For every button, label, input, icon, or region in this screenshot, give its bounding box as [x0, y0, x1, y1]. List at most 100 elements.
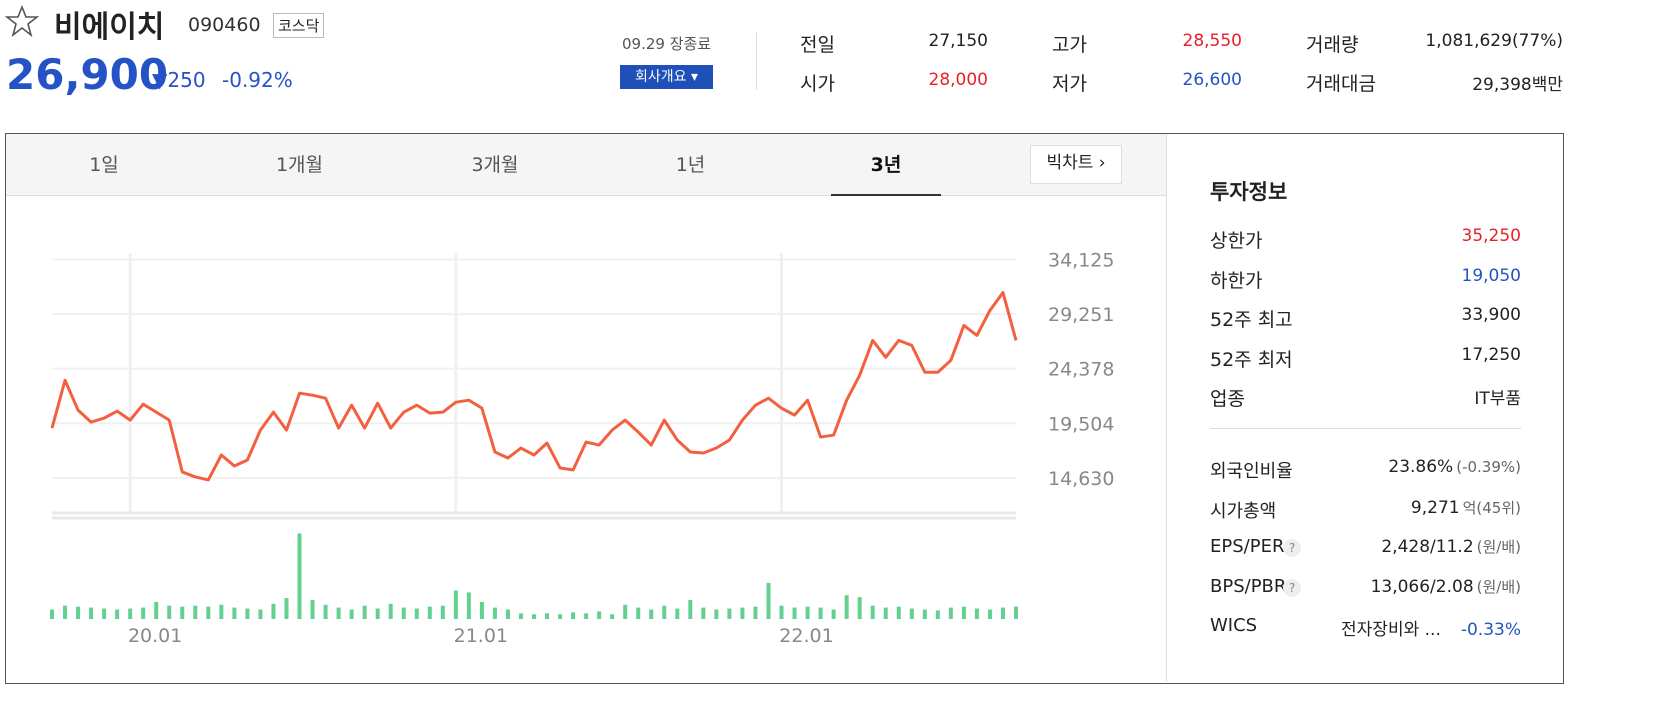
- tab: 1일: [89, 154, 119, 176]
- y-tick-label: 24,378: [1048, 359, 1114, 381]
- volume-bar: [896, 606, 901, 619]
- volume-bar: [662, 605, 667, 619]
- volume-bar: [206, 606, 211, 619]
- volume-bar: [297, 533, 302, 619]
- quote-label: 시가: [800, 73, 835, 95]
- volume-bar: [571, 612, 576, 619]
- invest-value-group: 9,271 억(45위): [1411, 497, 1521, 518]
- tab: 1년: [675, 154, 706, 176]
- volume-bar: [141, 607, 146, 619]
- volume-bar: [753, 606, 758, 619]
- volume-bar: [974, 608, 979, 619]
- volume-bar: [349, 609, 354, 619]
- quote-value: 26,600: [1182, 70, 1242, 90]
- change: ▼250: [152, 68, 206, 92]
- volume-bar: [89, 607, 94, 619]
- volume-bar: [427, 606, 432, 619]
- invest-value: 33,900: [1461, 305, 1521, 325]
- volume-bar: [466, 592, 471, 619]
- volume-bar: [518, 613, 523, 619]
- volume-bar: [740, 607, 745, 619]
- quote-label: 고가: [1052, 34, 1087, 56]
- volume-bar: [714, 609, 719, 619]
- divider: [756, 32, 757, 90]
- volume-bar: [922, 609, 927, 619]
- volume-bar: [492, 607, 497, 619]
- volume-bar: [961, 606, 966, 619]
- chart-box: [5, 133, 1564, 684]
- volume-bar: [675, 608, 680, 619]
- y-tick-label: 34,125: [1048, 249, 1114, 271]
- price: 26,900: [6, 50, 169, 99]
- volume-bar: [623, 604, 628, 619]
- volume-bar: [401, 607, 406, 619]
- volume-bar: [154, 601, 159, 619]
- volume-bar: [636, 607, 641, 619]
- invest-label: BPS/PBR: [1210, 575, 1287, 597]
- big-chart-label: 빅차트: [1046, 153, 1094, 173]
- volume-bar: [323, 604, 328, 619]
- help-icon: ?: [1283, 578, 1301, 597]
- volume-bar: [1000, 607, 1005, 619]
- date: 09.29 장종료: [622, 35, 712, 53]
- volume-bar: [232, 607, 237, 619]
- tab: 1개월: [275, 154, 324, 176]
- volume-bar: [180, 606, 185, 619]
- volume-bar: [63, 605, 68, 619]
- volume-bar: [102, 608, 107, 619]
- company-button-label: 회사개요: [634, 69, 687, 85]
- price-line: [50, 291, 1018, 482]
- volume-bar: [76, 606, 81, 619]
- invest-label: 외국인비율: [1210, 461, 1293, 482]
- invest-label: 업종: [1210, 388, 1245, 410]
- volume-bar: [479, 601, 484, 619]
- quote-value: 1,081,629(77%): [1425, 31, 1563, 51]
- volume-bar: [271, 603, 276, 619]
- volume-bar: [844, 595, 849, 619]
- quote-label: 저가: [1052, 73, 1087, 95]
- panel-divider: [1166, 134, 1167, 682]
- volume-bar: [584, 613, 589, 619]
- invest-value: (-0.39%): [1456, 458, 1521, 476]
- volume-bar: [505, 609, 510, 619]
- invest-value: 17,250: [1461, 344, 1521, 365]
- tab: 3개월: [471, 154, 519, 176]
- volume-bar: [857, 597, 862, 619]
- tab-underline: [831, 194, 941, 196]
- volume-bar: [545, 613, 550, 619]
- invest-value-group: 13,066/2.08 (원/배): [1371, 576, 1521, 597]
- invest-label: 52주 최고: [1210, 309, 1293, 331]
- volume-bar: [310, 600, 315, 619]
- volume-bar: [115, 609, 120, 619]
- invest-label: 52주 최저: [1210, 348, 1293, 371]
- y-tick-label: 14,630: [1048, 468, 1114, 490]
- invest-value: 9,271: [1410, 497, 1460, 518]
- volume-bar: [388, 603, 393, 619]
- change-pct: -0.92%: [222, 68, 293, 92]
- volume-bar: [440, 605, 445, 619]
- volume-bar: [831, 609, 836, 619]
- invest-value-group: 전자장비와 ... -0.33%: [1341, 615, 1521, 640]
- tab: 3년: [870, 154, 902, 176]
- volume-bar: [245, 608, 250, 619]
- y-tick-label: 19,504: [1048, 413, 1114, 435]
- big-chart-button[interactable]: 빅차트 ›: [1030, 145, 1122, 184]
- chart: 14,630 19,504 24,378 29,251 34,125 20.01 21.01…: [50, 249, 1114, 647]
- volume-bar: [792, 607, 797, 619]
- volume-bar: [883, 607, 888, 619]
- invest-value: 19,050: [1461, 265, 1521, 286]
- volume-bar: [50, 609, 54, 619]
- company-button[interactable]: 회사개요 ▾: [620, 65, 713, 89]
- star-icon[interactable]: [4, 4, 40, 38]
- volume-bar: [532, 614, 536, 619]
- volume-bar: [987, 609, 992, 619]
- volume-bar: [258, 609, 263, 619]
- invest-value: 2,428/11.2: [1381, 537, 1474, 557]
- invest-label: 상한가: [1210, 230, 1263, 252]
- volume-bar: [362, 605, 367, 619]
- volume-bar: [701, 607, 706, 619]
- quote-value: 29,398백만: [1472, 75, 1563, 95]
- help-icon: ?: [1283, 539, 1301, 557]
- invest-value: 전자장비와 ...: [1341, 620, 1441, 640]
